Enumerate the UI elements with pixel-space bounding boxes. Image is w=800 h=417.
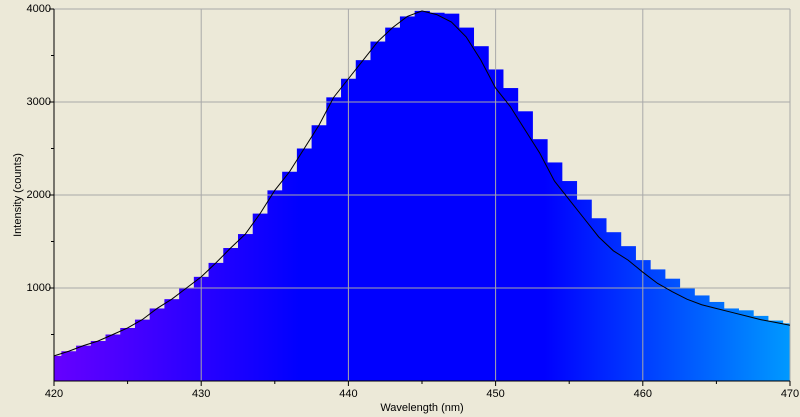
bar [753,315,769,381]
bar [664,278,681,381]
bar [561,181,578,381]
bar [650,269,666,381]
x-tick-label: 440 [339,388,357,400]
bar [679,288,695,381]
y-tick-label: 3000 [27,96,51,108]
bar [105,334,121,381]
bar [517,111,533,382]
bar [694,295,710,381]
bar [709,301,725,381]
y-tick-label: 1000 [27,282,51,294]
bar [429,12,445,381]
bar [502,88,519,382]
bar [782,323,791,381]
bar [620,246,636,381]
bar [355,60,371,382]
x-tick-label: 470 [781,388,799,400]
bar [576,199,592,381]
bar [120,327,136,381]
bar [223,248,239,381]
bar [164,299,180,381]
x-tick-label: 460 [634,388,652,400]
bar [267,190,283,381]
bar [606,232,622,381]
bar [547,162,563,381]
x-tick-label: 450 [486,388,504,400]
bar [282,171,298,381]
bar [90,341,107,381]
bar [54,355,62,381]
bar [591,218,607,381]
bar [458,27,475,381]
bar [149,308,165,381]
bar [738,310,754,381]
bar [385,27,401,381]
bar [76,345,92,381]
bar [134,319,151,381]
x-axis-label: Wavelength (nm) [380,402,463,414]
x-tick-label: 420 [45,388,63,400]
bar [532,139,548,381]
bar [296,148,313,381]
y-tick-label: 4000 [27,3,51,15]
bar [473,46,489,381]
bar [414,10,430,382]
bar [723,308,739,381]
bar [61,351,77,381]
line [53,10,791,357]
bar [208,262,224,381]
bar [252,213,268,381]
bar [370,41,386,382]
bar [238,234,254,381]
y-axis-label: Intensity (counts) [12,153,24,237]
bar [444,13,460,382]
bar [767,320,784,381]
bar [311,125,327,381]
bar [399,16,416,381]
y-tick-label: 2000 [27,189,51,201]
x-tick-label: 430 [192,388,210,400]
bar [179,288,195,381]
bar [326,97,342,381]
